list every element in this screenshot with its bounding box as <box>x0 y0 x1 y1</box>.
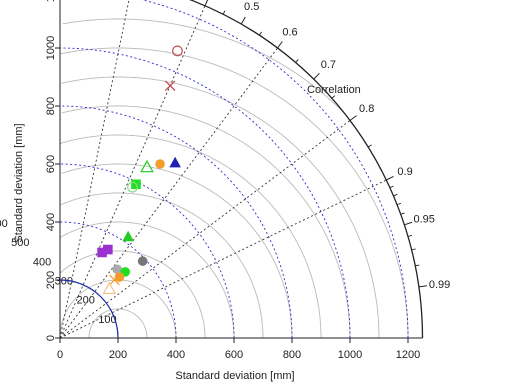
rmsd-arc <box>88 308 148 338</box>
y-tick-label: 0 <box>45 335 57 341</box>
point-filled-triangle <box>169 156 181 168</box>
correlation-ray <box>59 0 130 339</box>
x-tick-label: 0 <box>57 349 63 361</box>
x-tick-label: 200 <box>109 349 127 361</box>
rmsd-label: 100 <box>98 314 116 326</box>
rmsd-label: 400 <box>33 256 51 268</box>
point-filled-square <box>97 247 107 258</box>
point-open-triangle <box>140 159 154 173</box>
correlation-minor-tick <box>389 185 394 189</box>
rmsd-arc <box>60 192 264 338</box>
rmsd-arc <box>62 18 344 113</box>
rmsd-arc <box>61 76 380 338</box>
y-tick-label: 1200 <box>45 0 57 2</box>
correlation-tick <box>418 285 427 288</box>
correlation-minor-tick <box>367 144 372 148</box>
correlation-tick-label: 0.8 <box>359 103 374 115</box>
correlation-tick <box>313 72 320 80</box>
rmsd-arc <box>60 47 409 338</box>
rmsd-arcs: 100200300400500600700800 <box>0 18 409 338</box>
point-filled-circle <box>112 264 122 275</box>
correlation-minor-tick <box>407 234 413 237</box>
point-open-circle <box>172 45 183 57</box>
correlation-ray <box>59 179 387 339</box>
sd-arc <box>59 279 119 339</box>
correlation-ray <box>59 47 278 339</box>
correlation-tick-label: 0.5 <box>244 1 259 13</box>
sd-arc <box>59 221 177 339</box>
correlation-minor-tick <box>258 31 262 36</box>
correlation-minor-tick <box>396 202 402 206</box>
rmsd-label: 600 <box>0 218 8 230</box>
rmsd-arc <box>60 250 206 338</box>
correlation-minor-tick <box>411 248 416 251</box>
correlation-tick <box>204 0 209 6</box>
y-tick-label: 200 <box>45 271 57 289</box>
data-points <box>97 45 183 295</box>
y-tick-label: 800 <box>45 97 57 115</box>
correlation-tick <box>349 115 357 121</box>
sd-arc <box>140 0 409 339</box>
correlation-tick <box>386 176 394 181</box>
point-open-triangle <box>102 281 117 295</box>
correlation-tick-label: 0.9 <box>397 166 412 178</box>
point-filled-circle <box>114 272 125 282</box>
sd-arc <box>59 105 293 339</box>
y-axis-title: Standard deviation [mm] <box>13 123 25 242</box>
correlation-minor-tick <box>222 10 226 15</box>
x-axis-title: Standard deviation [mm] <box>175 370 294 382</box>
correlation-tick <box>404 221 413 226</box>
y-tick-label: 600 <box>45 155 57 173</box>
point-filled-triangle <box>122 230 134 242</box>
correlation-ray <box>59 5 206 339</box>
rmsd-label: 300 <box>55 276 73 288</box>
point-filled-circle <box>137 256 148 266</box>
point-cross <box>164 80 176 91</box>
y-tick-label: 1000 <box>45 36 57 60</box>
plot-frame <box>59 0 424 339</box>
correlation-tick-label: 0.99 <box>429 279 450 291</box>
rmsd-arc <box>61 163 293 338</box>
axes: 0 200 400 600 800 1000 1200 0 200 400 600 800 1000 12… <box>45 0 423 361</box>
rmsd-arc <box>59 221 235 338</box>
sd-arc <box>59 163 235 339</box>
correlation-ray <box>59 120 351 339</box>
correlation-minor-tick <box>393 193 398 197</box>
correlation-tick-label: 0.95 <box>414 213 435 225</box>
y-tick-label: 400 <box>45 213 57 231</box>
correlation-rays <box>59 0 387 339</box>
rmsd-label: 200 <box>76 295 94 307</box>
rmsd-arc <box>60 134 322 338</box>
sd-arc <box>59 47 351 339</box>
correlation-minor-tick <box>415 264 420 267</box>
rmsd-label: 500 <box>11 237 29 249</box>
x-tick-label: 1000 <box>338 349 362 361</box>
rmsd-arc <box>61 105 351 338</box>
point-open-circle <box>127 181 138 193</box>
x-tick-label: 600 <box>225 349 243 361</box>
x-tick-label: 400 <box>167 349 185 361</box>
x-tick-label: 1200 <box>396 349 420 361</box>
correlation-label: Correlation <box>307 84 361 96</box>
point-filled-circle <box>155 159 165 169</box>
correlation-minor-tick <box>295 59 299 63</box>
reference-arc <box>59 279 119 339</box>
point-filled-square <box>103 244 113 255</box>
point-cross <box>109 274 120 286</box>
x-tick-label: 800 <box>283 349 301 361</box>
correlation-tick-label: 0.7 <box>321 59 336 71</box>
outer-arc <box>188 0 424 339</box>
correlation-tick-label: 0.6 <box>282 26 297 38</box>
correlation-ticks: 0.10.20.30.40.50.60.70.80.90.950.99 <box>204 0 450 291</box>
correlation-minor-tick <box>331 95 336 99</box>
correlation-minor-tick <box>400 212 405 215</box>
correlation-tick <box>277 41 283 49</box>
correlation-tick <box>240 16 246 25</box>
